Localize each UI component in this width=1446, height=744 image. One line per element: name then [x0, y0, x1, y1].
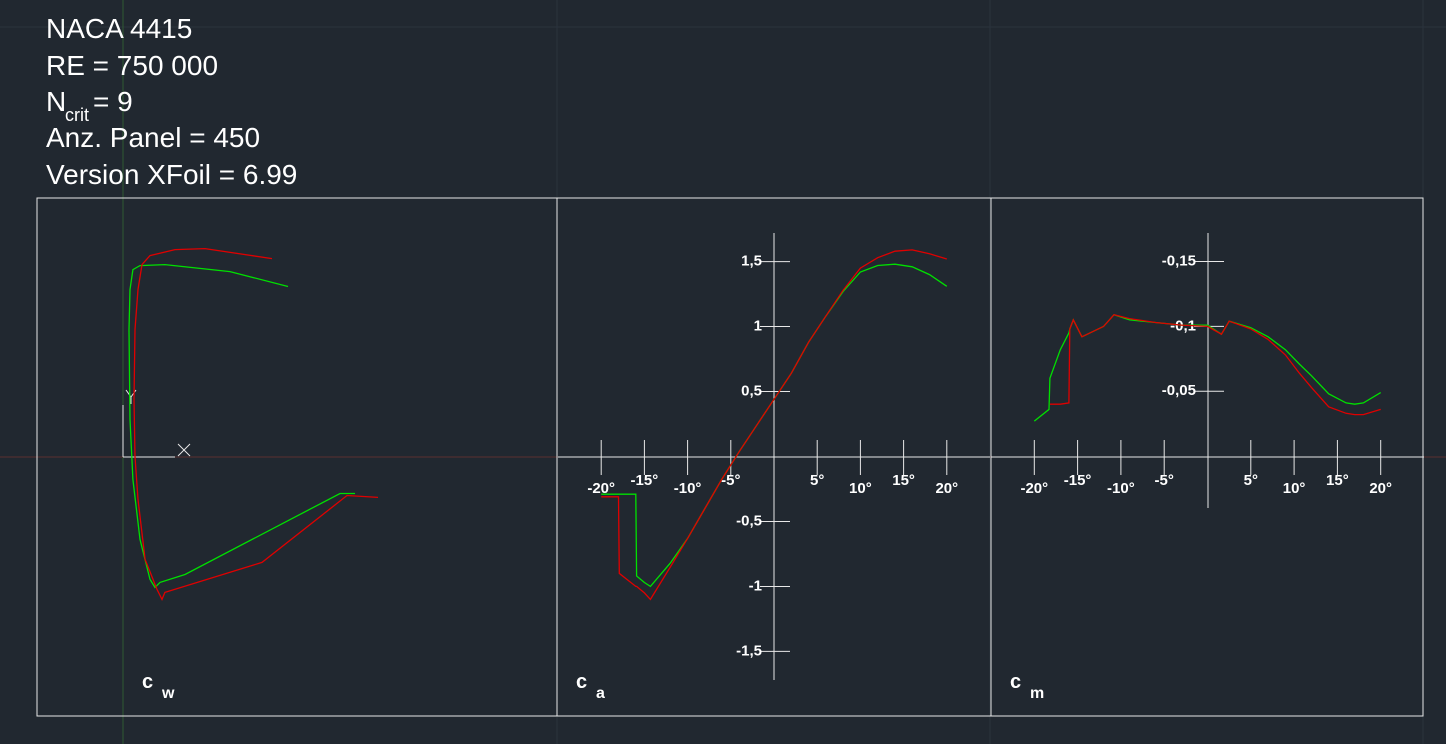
x-tick-label: -15°: [1064, 472, 1092, 489]
x-tick-label: 15°: [892, 472, 915, 489]
x-tick-label: -10°: [1107, 480, 1135, 497]
x-tick-label: 10°: [1283, 480, 1306, 497]
x-tick-label: 20°: [1369, 480, 1392, 497]
x-tick-label: 5°: [810, 472, 824, 489]
y-tick-label: 1,5: [741, 253, 762, 270]
ncrit-symbol: N: [46, 86, 66, 117]
y-tick-label: 0,5: [741, 382, 762, 399]
axis-label: c: [1010, 671, 1021, 693]
axis-label-subscript: a: [596, 685, 605, 702]
ucs-icon: [122, 389, 191, 458]
y-tick-label: -0,05: [1162, 382, 1196, 399]
ncrit-value: = 9: [93, 86, 133, 117]
series-line: [128, 263, 355, 589]
series-line: [133, 247, 379, 601]
y-tick-label: -0,5: [736, 512, 762, 529]
x-tick-label: -5°: [721, 472, 740, 489]
y-tick-label: -0,15: [1162, 253, 1196, 270]
axis-label-subscript: w: [161, 685, 175, 702]
x-tick-label: 15°: [1326, 472, 1349, 489]
x-tick-label: -15°: [631, 472, 659, 489]
x-tick-label: -10°: [674, 480, 702, 497]
x-tick-label: -20°: [587, 480, 615, 497]
x-tick-label: 5°: [1244, 472, 1258, 489]
panel-count: Anz. Panel = 450: [46, 122, 260, 153]
x-tick-label: -20°: [1020, 480, 1048, 497]
y-tick-label: -0,1: [1170, 317, 1196, 334]
x-tick-label: -5°: [1155, 472, 1174, 489]
y-tick-label: -1: [749, 577, 762, 594]
x-tick-label: 20°: [935, 480, 958, 497]
y-tick-label: 1: [754, 318, 762, 335]
axis-label-subscript: m: [1030, 685, 1044, 702]
y-tick-label: -1,5: [736, 642, 762, 659]
series-line: [601, 249, 947, 601]
reynolds: RE = 750 000: [46, 50, 218, 81]
x-tick-label: 10°: [849, 480, 872, 497]
axis-label: c: [576, 671, 587, 693]
airfoil-name: NACA 4415: [46, 13, 192, 44]
ncrit-subscript: crit: [65, 105, 89, 125]
axis-label: c: [142, 671, 153, 693]
series-line: [1049, 313, 1381, 416]
xfoil-version: Version XFoil = 6.99: [46, 159, 297, 190]
